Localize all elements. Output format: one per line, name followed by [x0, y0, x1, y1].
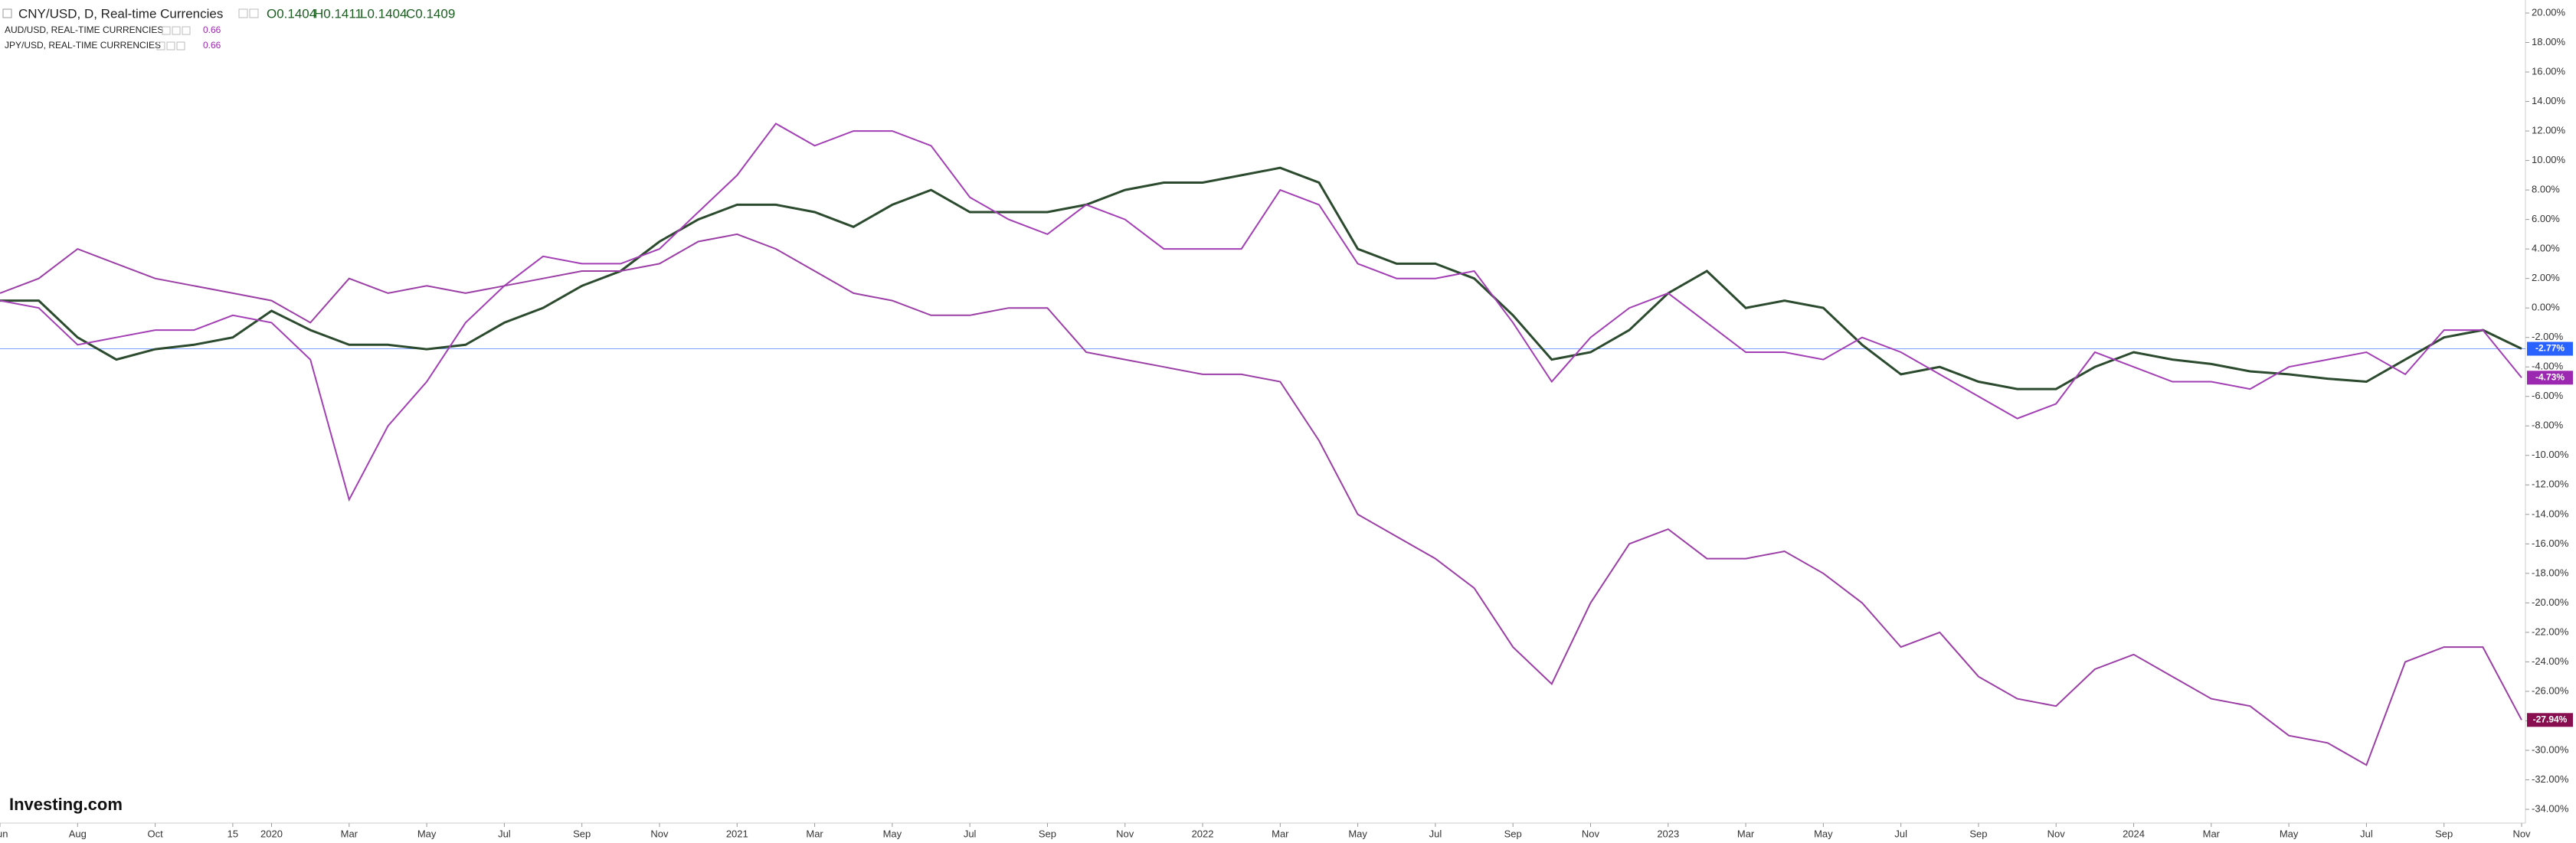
series-line: [0, 166, 2522, 390]
series-line: [0, 233, 2522, 766]
x-tick-label: 2024: [2123, 828, 2145, 839]
y-tick-label: -20.00%: [2532, 596, 2569, 608]
x-tick-label: Mar: [2203, 828, 2221, 839]
x-tick-label: Jul: [2360, 828, 2373, 839]
x-tick-label: Sep: [2435, 828, 2453, 839]
price-label: -4.73%: [2535, 371, 2565, 382]
x-tick-label: Sep: [1504, 828, 1522, 839]
y-tick-label: 12.00%: [2532, 125, 2566, 136]
x-tick-label: Sep: [1039, 828, 1056, 839]
y-tick-label: -12.00%: [2532, 479, 2569, 490]
ohlc-open: O0.1404: [267, 6, 316, 21]
y-tick-label: 20.00%: [2532, 6, 2566, 18]
legend-entry: JPY/USD, REAL-TIME CURRENCIES: [5, 40, 161, 51]
legend-icon: [2, 8, 12, 18]
x-tick-label: 2020: [260, 828, 283, 839]
y-tick-label: 4.00%: [2532, 243, 2560, 254]
y-tick-label: 0.00%: [2532, 302, 2560, 313]
y-tick-label: 14.00%: [2532, 95, 2566, 106]
legend-icon: [176, 41, 185, 51]
x-tick-label: May: [417, 828, 437, 839]
x-tick-label: Aug: [69, 828, 87, 839]
x-tick-label: Jul: [964, 828, 977, 839]
x-tick-label: Nov: [1116, 828, 1134, 839]
x-tick-label: Nov: [2512, 828, 2531, 839]
x-tick-label: Jul: [498, 828, 511, 839]
x-tick-label: May: [1348, 828, 1367, 839]
price-label-bg: [2527, 371, 2573, 385]
legend-value: 0.66: [203, 40, 221, 51]
legend-icon: [156, 41, 165, 51]
x-tick-label: Oct: [147, 828, 163, 839]
ohlc-high: H0.1411: [314, 6, 362, 21]
y-tick-label: -14.00%: [2532, 508, 2569, 519]
x-tick-label: Nov: [1582, 828, 1600, 839]
y-tick-label: -18.00%: [2532, 567, 2569, 578]
brand-logo: Investing.com: [9, 795, 123, 814]
legend-value: 0.66: [203, 25, 221, 35]
x-tick-label: Sep: [1969, 828, 1987, 839]
ohlc-low: L0.1404: [360, 6, 407, 21]
x-tick-label: 2023: [1657, 828, 1679, 839]
y-tick-label: -2.00%: [2532, 331, 2564, 342]
x-tick-label: Sep: [573, 828, 591, 839]
ohlc-close: C0.1409: [406, 6, 455, 21]
price-label-bg: [2527, 713, 2573, 727]
x-tick-label: Mar: [1737, 828, 1755, 839]
series-line: [0, 123, 2522, 502]
y-tick-label: -4.00%: [2532, 361, 2564, 372]
y-tick-label: -32.00%: [2532, 773, 2569, 785]
y-tick-label: -30.00%: [2532, 743, 2569, 755]
x-tick-label: Jul: [1429, 828, 1442, 839]
price-label-bg: [2527, 341, 2573, 356]
x-tick-label: Nov: [2047, 828, 2066, 839]
y-tick-label: -24.00%: [2532, 655, 2569, 667]
y-tick-label: 8.00%: [2532, 184, 2560, 195]
price-label: -27.94%: [2533, 714, 2568, 724]
x-tick-label: 2021: [726, 828, 748, 839]
x-tick-label: Mar: [1272, 828, 1289, 839]
chart-title: CNY/USD, D, Real-time Currencies: [18, 6, 223, 21]
legend-icon: [182, 26, 191, 35]
y-tick-label: -8.00%: [2532, 420, 2564, 431]
legend-icon: [172, 26, 181, 35]
y-tick-label: 16.00%: [2532, 65, 2566, 77]
x-tick-label: May: [883, 828, 902, 839]
x-tick-label: Jul: [1894, 828, 1907, 839]
y-tick-label: -34.00%: [2532, 802, 2569, 814]
x-tick-label: 15: [227, 828, 238, 839]
x-tick-label: Mar: [806, 828, 823, 839]
x-tick-label: Mar: [341, 828, 358, 839]
y-tick-label: -22.00%: [2532, 626, 2569, 637]
y-tick-label: 10.00%: [2532, 154, 2566, 165]
y-tick-label: -16.00%: [2532, 537, 2569, 549]
legend-icon: [166, 41, 175, 51]
x-tick-label: May: [1814, 828, 1833, 839]
y-tick-label: -26.00%: [2532, 685, 2569, 696]
y-tick-label: -10.00%: [2532, 449, 2569, 460]
legend-icon: [238, 8, 248, 18]
y-tick-label: 2.00%: [2532, 272, 2560, 283]
y-tick-label: 6.00%: [2532, 213, 2560, 224]
x-tick-label: Jun: [0, 828, 8, 839]
y-tick-label: -6.00%: [2532, 390, 2564, 401]
x-tick-label: Nov: [650, 828, 669, 839]
price-label: -2.77%: [2535, 343, 2565, 354]
y-tick-label: 18.00%: [2532, 36, 2566, 47]
x-tick-label: 2022: [1192, 828, 1214, 839]
legend-entry: AUD/USD, REAL-TIME CURRENCIES: [5, 25, 163, 35]
x-tick-label: May: [2280, 828, 2299, 839]
legend-icon: [162, 26, 171, 35]
legend-icon: [249, 8, 259, 18]
